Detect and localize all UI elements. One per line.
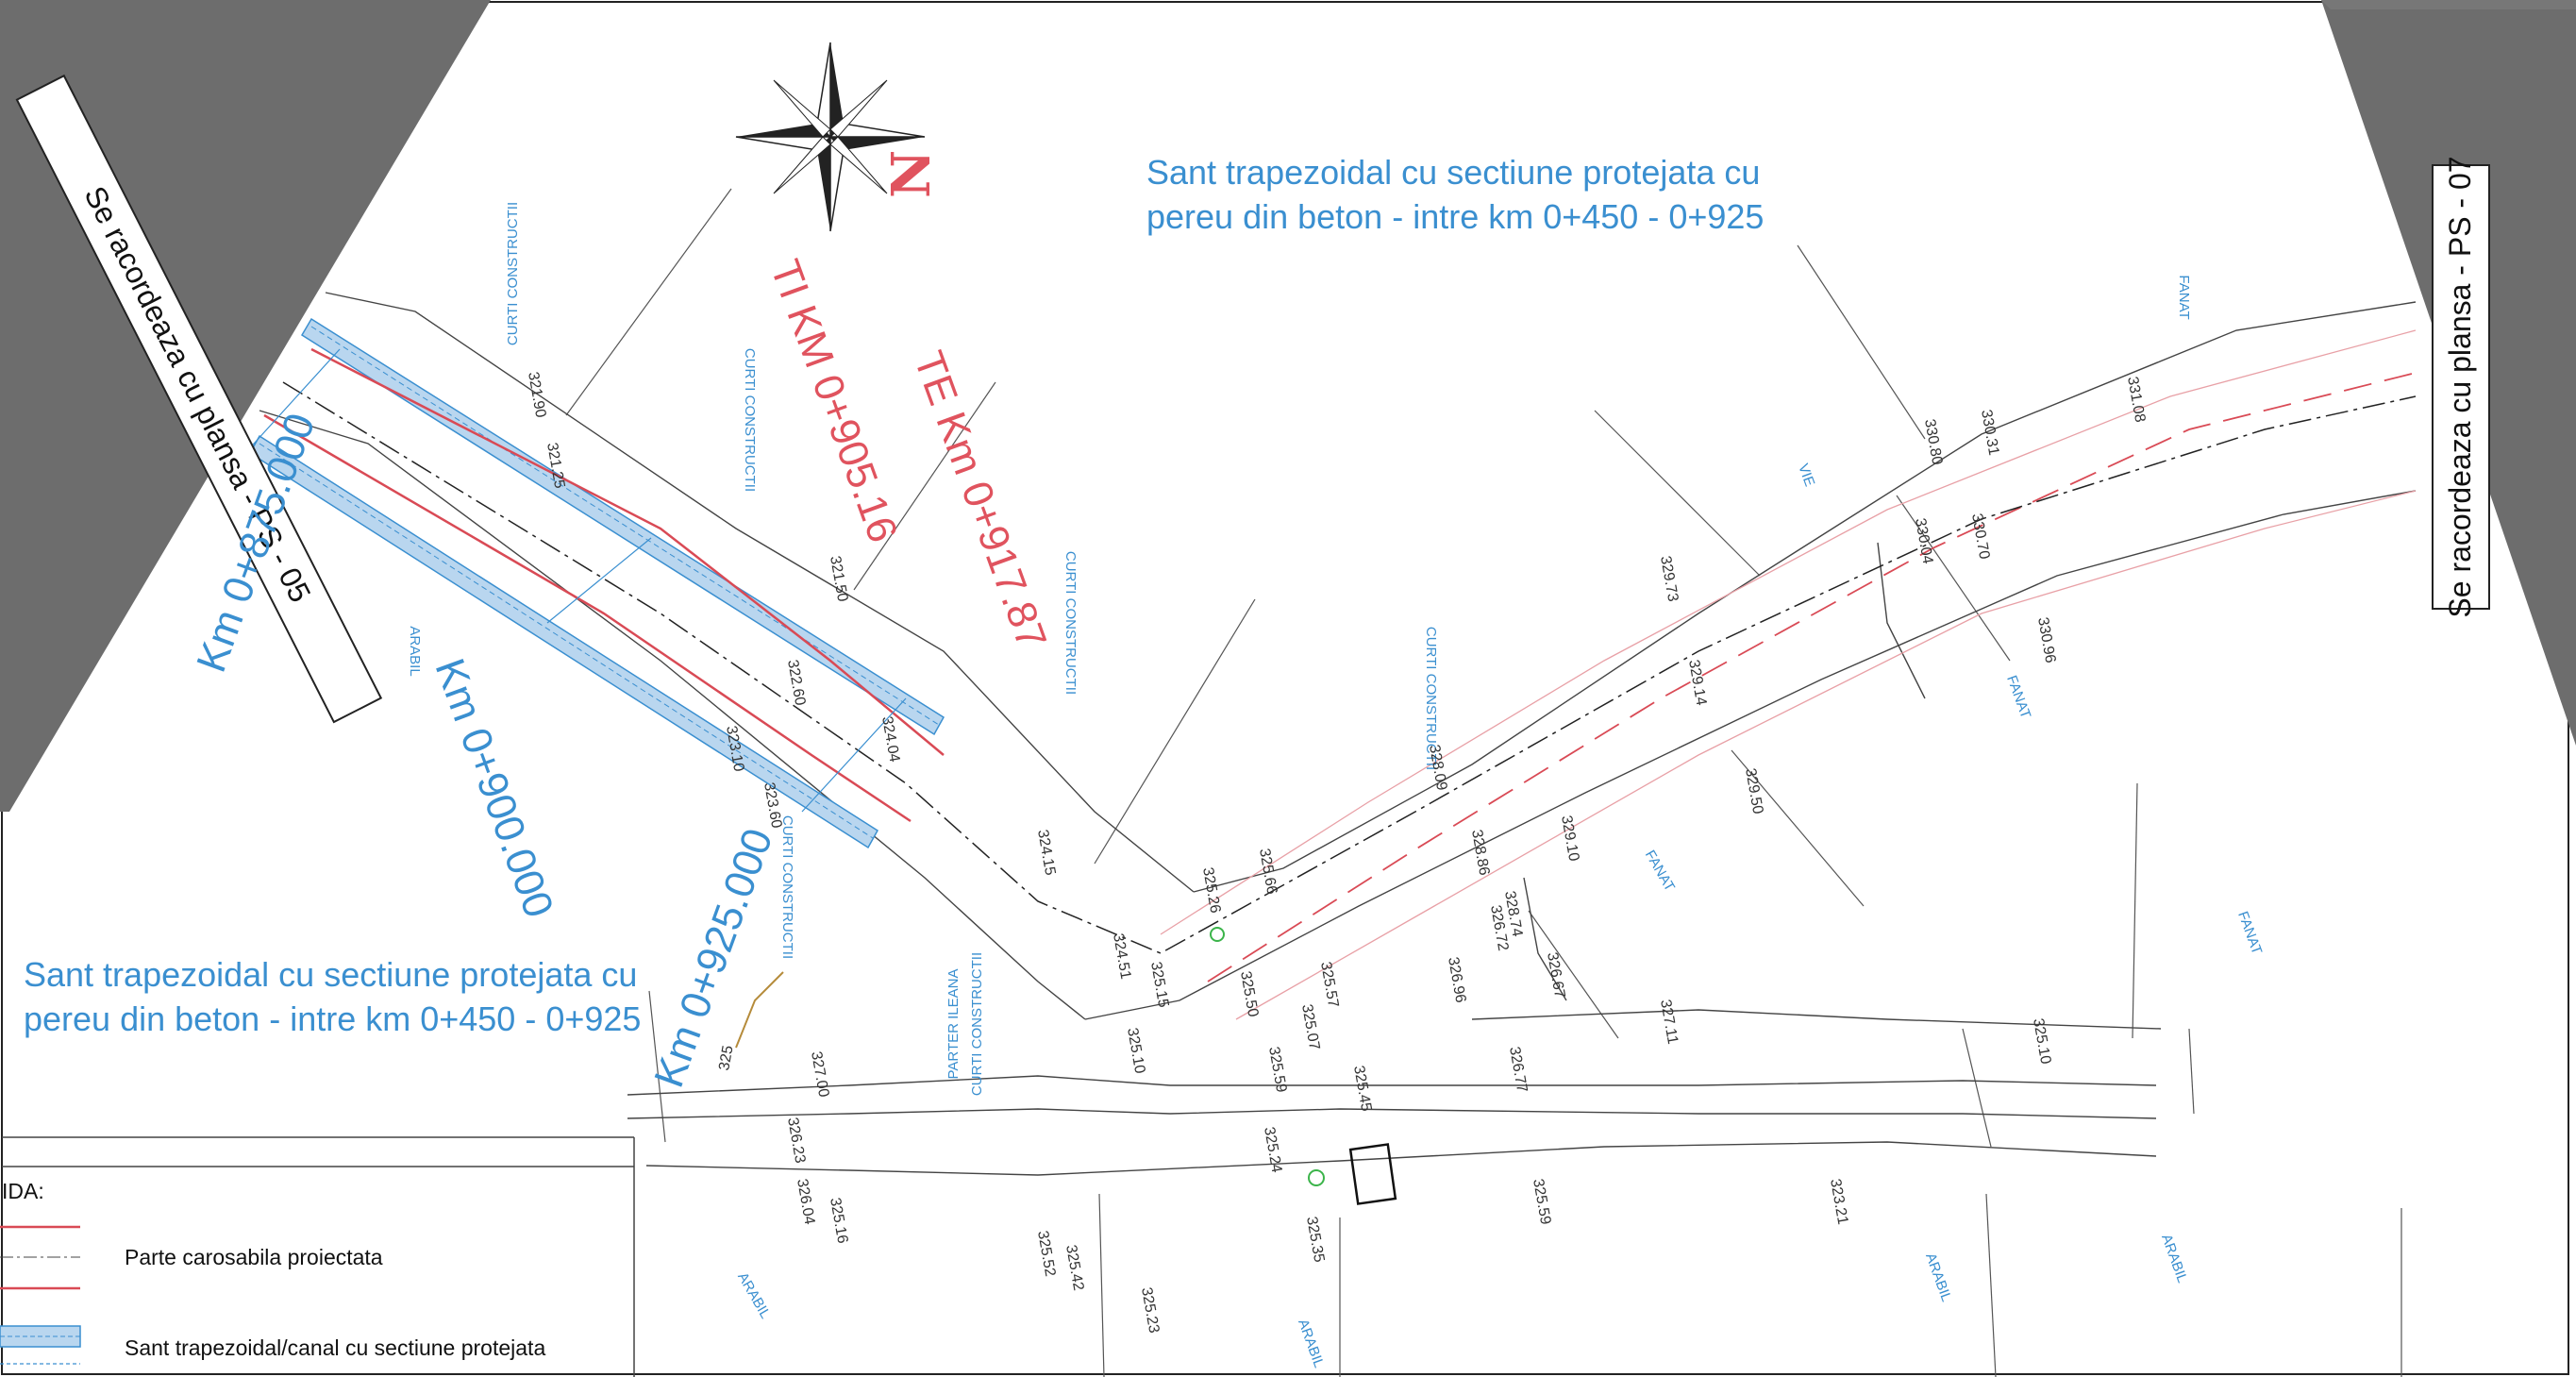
svg-text:ARABIL: ARABIL xyxy=(407,626,423,676)
culvert-box xyxy=(1348,1143,1397,1205)
svg-text:VIE: VIE xyxy=(1795,462,1817,489)
svg-text:321.50: 321.50 xyxy=(827,555,850,603)
svg-text:330.04: 330.04 xyxy=(1912,517,1935,565)
svg-text:329.50: 329.50 xyxy=(1742,767,1765,815)
svg-text:Sant trapezoidal cu sectiune p: Sant trapezoidal cu sectiune protejata c… xyxy=(1146,153,1760,192)
right-connection-mask-top xyxy=(2321,0,2576,9)
te-label: TE Km 0+917.87 xyxy=(905,345,1055,655)
svg-text:326.77: 326.77 xyxy=(1506,1046,1530,1094)
svg-text:325.52: 325.52 xyxy=(1034,1230,1058,1278)
svg-text:326.67: 326.67 xyxy=(1544,951,1567,999)
svg-text:330.31: 330.31 xyxy=(1978,409,2001,457)
station-lines xyxy=(244,348,907,813)
svg-text:325.59: 325.59 xyxy=(1530,1178,1553,1226)
svg-text:IDA:: IDA: xyxy=(2,1179,44,1203)
svg-text:325.24: 325.24 xyxy=(1261,1126,1284,1174)
svg-text:331.08: 331.08 xyxy=(2124,376,2148,424)
svg-text:325.59: 325.59 xyxy=(1265,1046,1289,1094)
carriageway-projected xyxy=(263,329,2417,1020)
svg-text:324.04: 324.04 xyxy=(878,715,902,764)
km-0-900: Km 0+900.000 xyxy=(426,653,561,924)
svg-text:ARABIL: ARABIL xyxy=(2158,1232,2190,1285)
svg-text:CURTI CONSTRUCTII: CURTI CONSTRUCTII xyxy=(505,202,521,345)
svg-text:330.96: 330.96 xyxy=(2034,616,2058,664)
svg-text:329.10: 329.10 xyxy=(1558,814,1581,863)
svg-text:325.35: 325.35 xyxy=(1303,1216,1327,1264)
svg-text:330.70: 330.70 xyxy=(1968,512,1992,561)
svg-text:326.23: 326.23 xyxy=(784,1117,808,1165)
svg-text:CURTI CONSTRUCTII: CURTI CONSTRUCTII xyxy=(779,815,795,959)
svg-text:324.15: 324.15 xyxy=(1034,829,1058,877)
svg-text:ARABIL: ARABIL xyxy=(734,1269,773,1321)
svg-text:Sant trapezoidal cu sectiune p: Sant trapezoidal cu sectiune protejata c… xyxy=(24,955,637,994)
svg-text:326.96: 326.96 xyxy=(1445,956,1468,1004)
legend-item-ditch: Sant trapezoidal/canal cu sectiune prote… xyxy=(125,1335,545,1360)
svg-text:325.23: 325.23 xyxy=(1138,1286,1162,1335)
svg-text:FANAT: FANAT xyxy=(2176,275,2192,319)
svg-text:328.86: 328.86 xyxy=(1468,829,1492,877)
note-bottom: Sant trapezoidal cu sectiune protejata c… xyxy=(24,955,641,1038)
property-lines xyxy=(565,188,2402,1377)
svg-text:323.21: 323.21 xyxy=(1827,1178,1850,1226)
svg-text:327.11: 327.11 xyxy=(1657,999,1681,1046)
svg-text:ARABIL: ARABIL xyxy=(1922,1251,1954,1303)
svg-text:321.90: 321.90 xyxy=(525,371,548,419)
note-top: Sant trapezoidal cu sectiune protejata c… xyxy=(1146,153,1764,236)
existing-outlines xyxy=(259,292,2417,1176)
tree-marker-2 xyxy=(1210,927,1225,942)
svg-text:325.57: 325.57 xyxy=(1317,961,1341,1009)
legend: IDA: Parte carosabila proiectata Sant tr… xyxy=(0,1179,545,1365)
svg-text:325.42: 325.42 xyxy=(1062,1244,1086,1292)
svg-text:pereu din beton - intre km 0+4: pereu din beton - intre km 0+450 - 0+925 xyxy=(1146,197,1764,236)
tree-marker xyxy=(1308,1169,1325,1186)
north-arrow xyxy=(735,42,926,232)
contour-label: 325 xyxy=(716,1044,736,1071)
svg-text:325.50: 325.50 xyxy=(1237,970,1261,1018)
svg-text:CURTI CONSTRUCTII: CURTI CONSTRUCTII xyxy=(742,348,758,492)
ti-label: TI KM 0+905.16 xyxy=(761,254,907,548)
svg-text:327.00: 327.00 xyxy=(808,1050,831,1099)
svg-text:PARTER ILEANA: PARTER ILEANA xyxy=(945,969,962,1080)
svg-text:ARABIL: ARABIL xyxy=(1295,1317,1327,1369)
legend-item-carriageway: Parte carosabila proiectata xyxy=(125,1245,383,1269)
svg-text:329.73: 329.73 xyxy=(1657,555,1681,603)
svg-text:CURTI CONSTRUCTII: CURTI CONSTRUCTII xyxy=(969,952,985,1096)
svg-text:322.60: 322.60 xyxy=(784,659,808,707)
svg-text:325.15: 325.15 xyxy=(1147,961,1171,1009)
svg-text:326.04: 326.04 xyxy=(794,1178,817,1226)
svg-text:FANAT: FANAT xyxy=(2003,673,2033,720)
svg-text:FANAT: FANAT xyxy=(2234,909,2265,956)
contour-325 xyxy=(735,971,784,1049)
svg-text:325.10: 325.10 xyxy=(1124,1027,1147,1075)
svg-text:325.16: 325.16 xyxy=(827,1197,850,1245)
svg-text:pereu din beton - intre km 0+4: pereu din beton - intre km 0+450 - 0+925 xyxy=(24,999,641,1038)
north-label: N xyxy=(880,150,943,198)
km-0-925: Km 0+925.000 xyxy=(645,823,781,1094)
svg-text:330.80: 330.80 xyxy=(1921,418,1945,466)
svg-text:325.45: 325.45 xyxy=(1350,1065,1374,1113)
svg-text:FANAT: FANAT xyxy=(1642,848,1678,894)
connection-right: Se racordeaza cu plansa - PS - 07 xyxy=(2432,156,2490,618)
svg-text:CURTI CONSTRUCTII: CURTI CONSTRUCTII xyxy=(1423,627,1439,770)
svg-text:Se racordeaza cu plansa - PS -: Se racordeaza cu plansa - PS - 07 xyxy=(2443,156,2477,617)
svg-text:325.07: 325.07 xyxy=(1298,1003,1322,1051)
svg-text:CURTI CONSTRUCTII: CURTI CONSTRUCTII xyxy=(1062,551,1079,695)
svg-text:324.51: 324.51 xyxy=(1110,932,1133,981)
road-axis xyxy=(282,381,2417,954)
